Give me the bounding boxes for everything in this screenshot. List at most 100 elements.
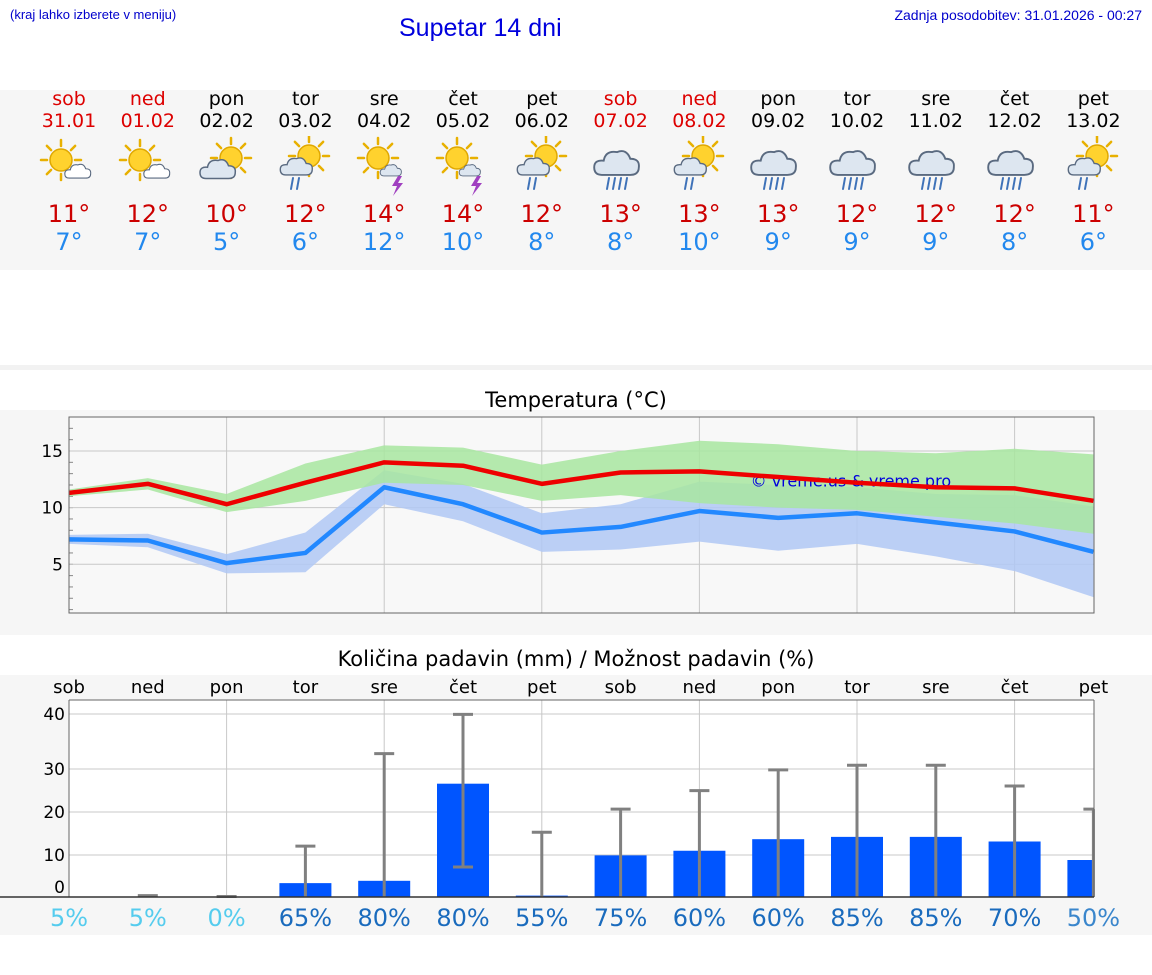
temp-min: 8° bbox=[606, 228, 635, 256]
cloud-sun-icon bbox=[198, 136, 252, 180]
temp-max: 13° bbox=[678, 200, 721, 228]
temp-max: 13° bbox=[599, 200, 642, 228]
day-category-label: čet bbox=[449, 677, 477, 698]
temp-min: 7° bbox=[134, 228, 162, 256]
day-category-label: pet bbox=[527, 677, 557, 698]
day-category-label: tor bbox=[844, 677, 870, 698]
day-name: čet bbox=[999, 88, 1030, 110]
temp-max: 14° bbox=[441, 200, 485, 228]
precip-probability-label: 0% bbox=[208, 904, 246, 932]
day-name: čet bbox=[448, 88, 478, 110]
day-name: sre bbox=[369, 88, 399, 110]
cloud-rain-icon bbox=[592, 150, 640, 190]
day-name: pon bbox=[760, 88, 797, 110]
day-column: pon 09.02 13° 9° bbox=[739, 88, 817, 256]
temp-min: 6° bbox=[1079, 228, 1108, 256]
precip-probability-label: 85% bbox=[909, 904, 962, 932]
y-tick-label: 15 bbox=[41, 442, 63, 462]
temp-min: 8° bbox=[528, 228, 556, 256]
temp-min: 10° bbox=[441, 228, 485, 256]
min-temperature-line bbox=[68, 484, 1094, 566]
day-date: 09.02 bbox=[750, 110, 806, 132]
sun-cloud-rain-icon bbox=[1067, 136, 1119, 190]
y-tick-label: 5 bbox=[52, 555, 63, 575]
sun-cloud-icon bbox=[118, 138, 171, 182]
sun-thunder-icon bbox=[356, 136, 404, 196]
temp-max: 12° bbox=[520, 200, 564, 228]
day-date: 05.02 bbox=[435, 110, 491, 132]
day-column: čet 05.02 14° 10° bbox=[424, 88, 502, 256]
y-tick-label: 20 bbox=[43, 803, 65, 823]
precip-probability-label: 80% bbox=[436, 904, 489, 932]
day-column: sre 11.02 12° 9° bbox=[897, 88, 975, 256]
day-category-label: sob bbox=[605, 677, 637, 698]
precip-probability-label: 75% bbox=[594, 904, 647, 932]
day-column: sre 04.02 14° 12° bbox=[345, 88, 423, 256]
day-date: 03.02 bbox=[278, 110, 333, 132]
sun-thunder-icon bbox=[435, 136, 482, 196]
day-date: 13.02 bbox=[1066, 110, 1121, 132]
max-temperature-line bbox=[68, 460, 1094, 507]
day-column: sob 31.01 11° 7° bbox=[30, 88, 108, 256]
temp-max: 13° bbox=[756, 200, 800, 228]
temp-min: 10° bbox=[678, 228, 721, 256]
day-date: 11.02 bbox=[908, 110, 963, 132]
day-name: pon bbox=[208, 88, 245, 110]
temp-min: 7° bbox=[55, 228, 83, 256]
temp-max: 14° bbox=[362, 200, 406, 228]
y-tick-label: 0 bbox=[54, 878, 65, 898]
day-column: čet 12.02 12° 8° bbox=[976, 88, 1054, 256]
day-category-label: sre bbox=[370, 677, 397, 698]
day-column: pon 02.02 10° 5° bbox=[188, 88, 266, 256]
cloud-rain-icon bbox=[908, 150, 955, 190]
day-name: ned bbox=[681, 88, 718, 110]
day-column: sob 07.02 13° 8° bbox=[582, 88, 660, 256]
temp-min: 8° bbox=[1000, 228, 1029, 256]
day-name: sre bbox=[921, 88, 951, 110]
precip-probability-label: 65% bbox=[279, 904, 332, 932]
temp-min: 5° bbox=[212, 228, 241, 256]
sun-cloud-rain-icon bbox=[673, 136, 725, 190]
day-date: 06.02 bbox=[514, 110, 569, 132]
day-category-label: sre bbox=[922, 677, 949, 698]
temp-min: 6° bbox=[291, 228, 320, 256]
precip-probability-label: 60% bbox=[752, 904, 805, 932]
day-category-label: ned bbox=[131, 677, 165, 698]
day-category-label: tor bbox=[293, 677, 319, 698]
day-category-label: ned bbox=[682, 677, 716, 698]
temp-max: 12° bbox=[835, 200, 879, 228]
day-category-label: pon bbox=[210, 677, 244, 698]
day-name: pet bbox=[526, 88, 558, 110]
y-tick-label: 40 bbox=[43, 705, 65, 725]
day-category-label: čet bbox=[1001, 677, 1029, 698]
day-date: 02.02 bbox=[199, 110, 254, 132]
temp-max: 12° bbox=[126, 200, 170, 228]
precip-probability-label: 70% bbox=[988, 904, 1041, 932]
day-column: pet 13.02 11° 6° bbox=[1054, 88, 1132, 256]
temp-max: 10° bbox=[205, 200, 248, 228]
temp-max: 12° bbox=[993, 200, 1036, 228]
y-tick-label: 30 bbox=[43, 760, 65, 780]
day-column: ned 01.02 12° 7° bbox=[109, 88, 187, 256]
day-column: tor 03.02 12° 6° bbox=[266, 88, 344, 256]
precip-bar bbox=[1067, 860, 1094, 897]
precip-probability-label: 55% bbox=[515, 904, 568, 932]
cloud-rain-icon bbox=[750, 150, 798, 190]
divider bbox=[0, 365, 1152, 370]
page-title: Supetar 14 dni bbox=[399, 14, 562, 42]
day-category-label: sob bbox=[53, 677, 85, 698]
day-date: 12.02 bbox=[987, 110, 1042, 132]
last-update: Zadnja posodobitev: 31.01.2026 - 00:27 bbox=[894, 7, 1142, 23]
day-name: sob bbox=[603, 88, 638, 110]
precip-probability-label: 60% bbox=[673, 904, 726, 932]
precip-probability-label: 5% bbox=[50, 904, 88, 932]
sun-cloud-rain-icon bbox=[516, 136, 568, 190]
temp-max: 11° bbox=[47, 200, 91, 228]
day-name: sob bbox=[52, 88, 86, 110]
precip-probability-label: 50% bbox=[1067, 904, 1120, 932]
day-category-label: pon bbox=[761, 677, 795, 698]
day-column: tor 10.02 12° 9° bbox=[818, 88, 896, 256]
day-name: tor bbox=[843, 88, 871, 110]
temp-min: 9° bbox=[843, 228, 871, 256]
